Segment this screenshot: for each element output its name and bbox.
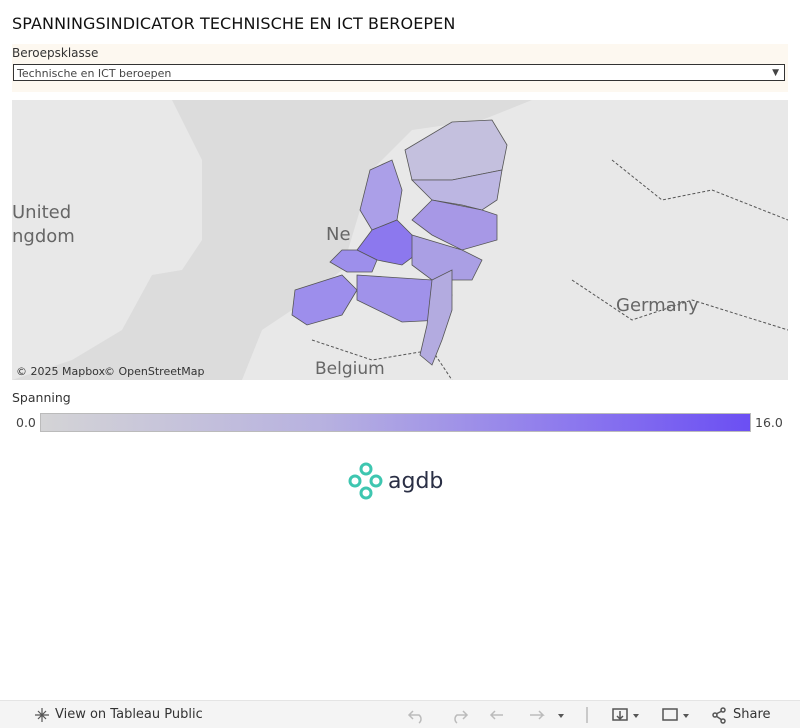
logo-icon bbox=[348, 462, 383, 500]
view-on-tableau[interactable]: View on Tableau Public bbox=[55, 707, 203, 722]
filter-panel: Beroepsklasse Technische en ICT beroepen… bbox=[12, 44, 788, 92]
uk-land bbox=[12, 100, 202, 380]
borders bbox=[311, 159, 788, 380]
dropdown-value: Technische en ICT beroepen bbox=[17, 67, 172, 80]
logo: agdb bbox=[348, 462, 443, 500]
region-overijssel bbox=[411, 199, 498, 251]
map-label: Ne bbox=[326, 224, 351, 245]
region-limburg bbox=[419, 269, 453, 366]
attribution[interactable]: © 2025 Mapbox bbox=[16, 365, 106, 378]
map-label: ngdom bbox=[12, 226, 75, 247]
legend-title: Spanning bbox=[12, 390, 71, 405]
legend-min: 0.0 bbox=[16, 415, 36, 430]
region-zuid-holland bbox=[329, 249, 378, 273]
toolbar-icons bbox=[407, 707, 726, 724]
map-label: Germany bbox=[616, 295, 699, 316]
title: SPANNINGSINDICATOR TECHNISCHE EN ICT BER… bbox=[12, 14, 456, 33]
map[interactable]: United ngdom Ne Germany Belgium © 2025 M… bbox=[12, 100, 788, 380]
region-gelderland bbox=[411, 234, 483, 281]
dropdown[interactable]: Technische en ICT beroepen ▼ bbox=[13, 64, 785, 81]
legend-max: 16.0 bbox=[755, 415, 783, 430]
logo-text: agdb bbox=[388, 469, 443, 494]
share[interactable]: Share bbox=[733, 707, 771, 722]
regions bbox=[291, 119, 508, 366]
tableau-icon bbox=[35, 708, 49, 722]
region-zeeland bbox=[291, 274, 358, 326]
toolbar: View on Tableau Public Share bbox=[0, 700, 800, 728]
map-label: Belgium bbox=[315, 359, 385, 379]
dropdown-arrow: ▼ bbox=[772, 68, 779, 78]
legend-gradient bbox=[40, 413, 751, 432]
filter-label: Beroepsklasse bbox=[12, 46, 99, 60]
attribution[interactable]: © OpenStreetMap bbox=[104, 365, 205, 378]
map-label: United bbox=[12, 202, 71, 223]
